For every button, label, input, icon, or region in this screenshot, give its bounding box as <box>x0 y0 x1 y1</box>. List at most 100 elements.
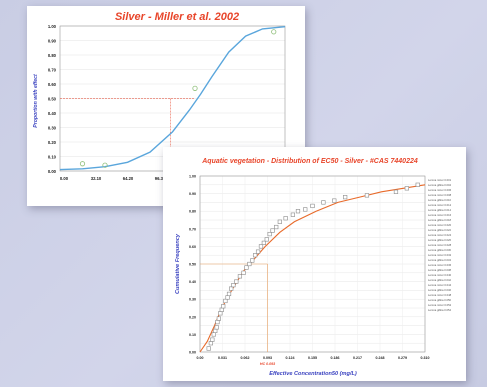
data-point <box>274 224 279 230</box>
data-point <box>321 200 326 205</box>
y-tick-label: 1.00 <box>48 24 57 29</box>
x-tick-label: 0.248 <box>376 356 385 360</box>
chart-title: Silver - Miller et al. 2002 <box>115 11 239 23</box>
data-point <box>229 286 234 291</box>
legend-entry: Lemna gibba 0.050 <box>428 298 452 302</box>
x-tick-label: 0.279 <box>398 356 407 360</box>
data-point <box>404 186 409 191</box>
legend-entry: Lemna gibba 0.018 <box>428 218 452 222</box>
legend-entry: Lemna gibba 0.030 <box>428 248 452 252</box>
data-point <box>226 291 232 297</box>
hc-annotation: HC 0.093 <box>260 362 275 366</box>
data-point <box>214 325 219 330</box>
data-point <box>295 209 301 214</box>
data-point <box>343 195 348 200</box>
legend-entry: Lemna minor 0.028 <box>428 243 452 247</box>
y-tick-label: 0.60 <box>189 245 196 249</box>
chart-panel-aquatic-vegetation: Aquatic vegetation - Distribution of EC5… <box>163 147 466 381</box>
y-tick-label: 0.10 <box>189 333 196 337</box>
legend-entry: Lemna minor 0.016 <box>428 213 452 217</box>
y-axis-label: Cumulative Frequency <box>175 233 181 294</box>
y-tick-label: 0.60 <box>48 82 57 87</box>
x-tick-label: 0.062 <box>241 356 250 360</box>
legend-entry: Lemna minor 0.052 <box>428 303 452 307</box>
x-tick-label: 96.30 <box>155 176 166 181</box>
legend-entry: Lemna gibba 0.042 <box>428 278 452 282</box>
legend-entry: Lemna minor 0.024 <box>428 233 452 237</box>
data-point <box>364 193 370 198</box>
x-tick-label: 0.155 <box>308 356 317 360</box>
y-axis-label: Proportion with effect <box>33 74 39 128</box>
y-tick-label: 0.80 <box>48 53 57 58</box>
legend-entry: Lemna gibba 0.034 <box>428 258 452 262</box>
legend-entry: Lemna gibba 0.046 <box>428 288 452 292</box>
data-point <box>206 346 211 351</box>
data-point <box>231 283 236 288</box>
data-point <box>225 295 230 300</box>
data-point <box>258 244 264 249</box>
data-point <box>264 237 269 242</box>
legend-entry: Lemna minor 0.032 <box>428 253 452 257</box>
legend-entry: Lemna minor 0.048 <box>428 293 452 297</box>
data-point <box>255 249 261 254</box>
x-tick-label: 0.310 <box>421 356 430 360</box>
legend-entry: Lemna minor 0.001 <box>428 178 452 182</box>
data-point <box>247 261 252 267</box>
y-tick-label: 0.40 <box>189 280 196 284</box>
legend-entry: Lemna minor 0.044 <box>428 283 452 287</box>
y-tick-label: 0.20 <box>189 315 196 319</box>
y-tick-label: 0.70 <box>48 68 57 73</box>
dose-response-curve <box>59 26 286 171</box>
x-tick-label: 0.186 <box>331 356 340 360</box>
legend-entry: Lemna minor 0.006 <box>428 188 452 192</box>
data-point <box>332 198 337 203</box>
legend-entry: Lemna minor 0.008 <box>428 193 452 197</box>
data-point <box>192 85 198 91</box>
legend-entry: Lemna gibba 0.038 <box>428 268 452 272</box>
data-point <box>234 279 239 284</box>
data-point <box>253 253 258 258</box>
legend-entry: Lemna gibba 0.026 <box>428 238 452 242</box>
y-tick-label: 0.70 <box>189 227 196 231</box>
x-tick-label: 32.10 <box>91 176 102 181</box>
y-tick-label: 0.50 <box>189 263 196 267</box>
data-point <box>241 270 246 275</box>
y-tick-label: 0.50 <box>48 97 57 102</box>
data-point <box>261 240 266 245</box>
legend-entry: Lemna minor 0.012 <box>428 203 452 207</box>
data-point <box>102 162 108 168</box>
legend-entry: Lemna gibba 0.022 <box>428 228 452 232</box>
legend-entry: Lemna gibba 0.010 <box>428 198 452 202</box>
data-point <box>215 319 220 325</box>
legend-entry: Lemna minor 0.036 <box>428 263 452 267</box>
x-tick-label: 0.217 <box>353 356 362 360</box>
legend-entry: Lemna gibba 0.054 <box>428 308 452 312</box>
data-point <box>218 311 223 316</box>
data-point <box>393 189 399 194</box>
data-point <box>277 219 282 224</box>
data-point <box>216 316 221 321</box>
data-point <box>415 182 420 187</box>
data-point <box>270 228 275 233</box>
y-tick-label: 0.30 <box>189 298 196 302</box>
chart-title: Aquatic vegetation - Distribution of EC5… <box>201 158 418 165</box>
y-tick-label: 0.00 <box>189 351 196 355</box>
x-tick-label: 0.124 <box>286 356 295 360</box>
data-point <box>303 207 308 212</box>
y-tick-label: 0.80 <box>189 210 196 214</box>
data-point <box>250 258 255 263</box>
data-point <box>310 203 315 209</box>
data-point <box>283 216 288 221</box>
data-point <box>208 341 213 346</box>
data-point <box>290 212 296 217</box>
legend-entry: Lemna minor 0.020 <box>428 223 452 227</box>
data-point <box>221 304 226 309</box>
x-tick-label: 0.093 <box>263 356 272 360</box>
x-tick-label: 64.20 <box>123 176 134 181</box>
data-point <box>244 265 249 270</box>
data-point <box>210 337 215 342</box>
x-tick-label: 0.00 <box>60 176 69 181</box>
data-point <box>271 29 277 35</box>
data-point <box>219 307 224 312</box>
chart-aquatic-vegetation: Aquatic vegetation - Distribution of EC5… <box>175 158 452 377</box>
